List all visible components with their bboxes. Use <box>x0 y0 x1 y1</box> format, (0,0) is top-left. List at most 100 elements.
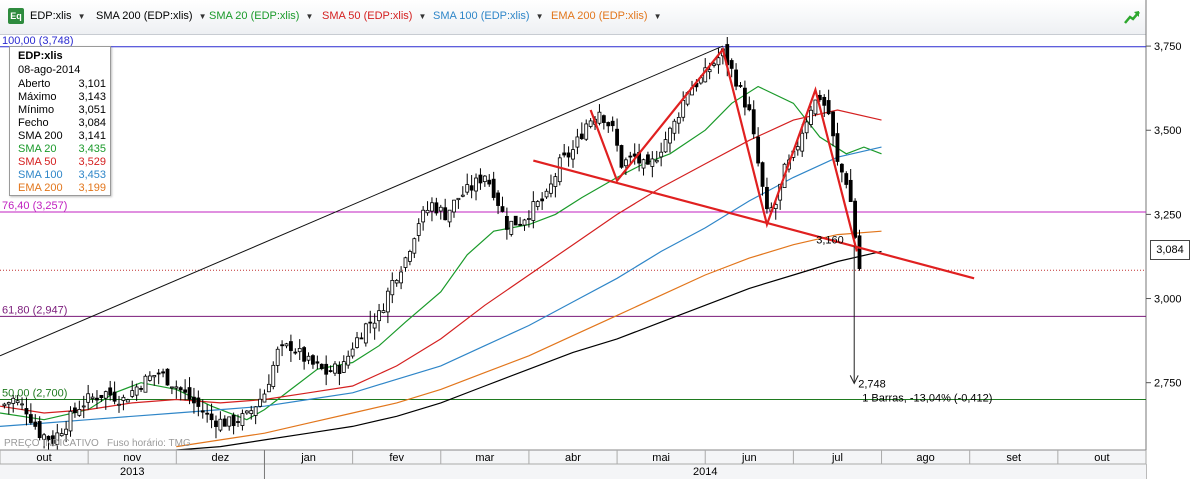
tooltip-row-value: 3,143 <box>78 91 106 103</box>
y-tick-label: 3,500 <box>1154 125 1182 137</box>
candle-body <box>553 176 558 187</box>
candle-body <box>108 387 113 396</box>
indicator-label: SMA 50 (EDP:xlis) <box>322 10 413 22</box>
candle-body <box>650 158 655 167</box>
candle-body <box>169 386 174 389</box>
x-month-label: jan <box>300 452 316 464</box>
candle-body <box>59 433 64 437</box>
y-tick-label: 2,750 <box>1154 378 1182 390</box>
tooltip-row-value: 3,101 <box>78 78 106 90</box>
tooltip-row: SMA 50 3,529 <box>18 156 106 169</box>
candle-body <box>183 389 188 393</box>
candle-body <box>751 109 756 135</box>
fib-level-label: 50,00 (2,700) <box>2 388 67 400</box>
tooltip-row: SMA 20 3,435 <box>18 143 106 156</box>
tooltip-row-label: Aberto <box>18 78 51 90</box>
candle-body <box>266 383 271 393</box>
y-tick-label: 3,250 <box>1154 209 1182 221</box>
candle-body <box>81 405 86 408</box>
candle-body <box>236 421 240 423</box>
candle-body <box>15 400 20 403</box>
annotation-2748: 2,748 <box>858 378 886 390</box>
candle-body <box>527 218 531 220</box>
candle-body <box>562 152 567 156</box>
candle-body <box>381 310 386 313</box>
tooltip-row: Fecho 3,084 <box>18 117 106 130</box>
indicator-label: EMA 200 (EDP:xlis) <box>551 10 648 22</box>
candle-body <box>619 145 624 168</box>
candle-body <box>33 421 38 427</box>
indicator-sma20-selector[interactable]: SMA 20 (EDP:xlis) ▼ <box>209 10 313 22</box>
indicator-label: SMA 20 (EDP:xlis) <box>209 10 300 22</box>
neckline <box>533 159 975 280</box>
tooltip-row-label: EMA 200 <box>18 182 63 194</box>
indicative-price-note: PREÇO INDICATIVO <box>4 438 99 449</box>
candle-body <box>394 280 399 284</box>
candle-body <box>606 122 611 127</box>
candle-body <box>125 399 130 403</box>
tooltip-row-value: 3,199 <box>78 182 106 194</box>
candle-body <box>249 410 254 414</box>
dropdown-arrow-icon: ▼ <box>535 12 544 21</box>
indicator-sma50-selector[interactable]: SMA 50 (EDP:xlis) ▼ <box>322 10 426 22</box>
candle-body <box>99 394 104 399</box>
candle-body <box>566 152 571 158</box>
dropdown-arrow-icon: ▼ <box>305 12 314 21</box>
tooltip-row-label: SMA 100 <box>18 169 63 181</box>
y-tick-label: 3,000 <box>1154 294 1182 306</box>
candle-body <box>628 155 633 158</box>
tooltip-row-value: 3,529 <box>78 156 106 168</box>
x-month-label: ago <box>916 452 934 464</box>
candle-body <box>509 220 514 235</box>
tooltip-row: EMA 200 3,199 <box>18 182 106 195</box>
candle-body <box>50 435 55 444</box>
candle-body <box>117 403 121 406</box>
candle-body <box>174 386 179 389</box>
candle-body <box>826 100 831 115</box>
indicator-sma100-selector[interactable]: SMA 100 (EDP:xlis) ▼ <box>433 10 544 22</box>
candle-body <box>333 363 337 374</box>
candle-body <box>139 388 143 390</box>
symbol-selector[interactable]: EDP:xlis ▼ <box>30 10 85 22</box>
candle-body <box>156 372 161 375</box>
candle-body <box>738 85 743 87</box>
candle-body <box>681 99 686 118</box>
candle-body <box>430 202 434 212</box>
candle-body <box>240 413 245 426</box>
candle-body <box>800 132 805 152</box>
candle-body <box>474 177 478 192</box>
candle-body <box>350 348 355 357</box>
candle-body <box>324 363 329 375</box>
candle-body <box>372 322 377 329</box>
candle-body <box>2 403 7 407</box>
candle-body <box>385 290 390 313</box>
dropdown-arrow-icon: ▼ <box>77 12 86 21</box>
candle-body <box>363 323 368 344</box>
candle-body <box>557 157 562 183</box>
candle-body <box>469 185 474 191</box>
candle-body <box>654 159 659 163</box>
candle-body <box>302 347 307 362</box>
candle-body <box>513 215 518 226</box>
candle-body <box>218 418 223 431</box>
candle-body <box>200 410 205 413</box>
candle-body <box>196 397 201 407</box>
x-month-label: out <box>1094 452 1109 464</box>
tooltip-row: SMA 200 3,141 <box>18 130 106 143</box>
candle-body <box>328 370 333 372</box>
candle-body <box>187 387 192 400</box>
candle-body <box>747 104 752 111</box>
candle-body <box>549 183 553 194</box>
trend-up-icon[interactable] <box>1124 10 1140 24</box>
candle-body <box>831 111 835 137</box>
candle-body <box>482 175 487 183</box>
candle-body <box>337 365 342 374</box>
ma-line-sma100 <box>0 146 882 427</box>
indicator-sma200-selector[interactable]: SMA 200 (EDP:xlis) ▼ <box>96 10 207 22</box>
candle-body <box>425 209 430 214</box>
candle-body <box>192 396 196 404</box>
ma-line-ema200 <box>176 230 882 448</box>
indicator-ema200-selector[interactable]: EMA 200 (EDP:xlis) ▼ <box>551 10 662 22</box>
candle-body <box>443 207 448 221</box>
